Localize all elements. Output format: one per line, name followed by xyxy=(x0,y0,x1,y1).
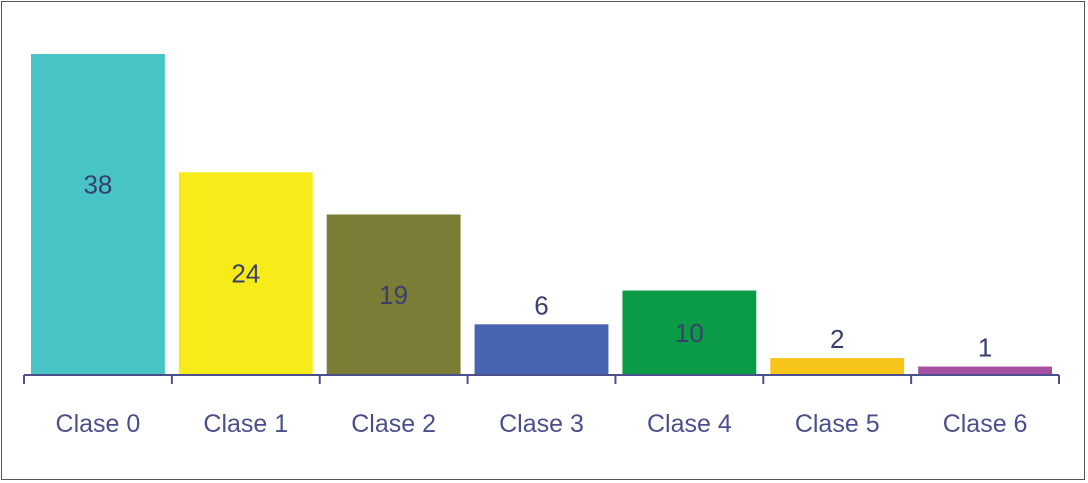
bar-0 xyxy=(31,54,165,375)
bar-3 xyxy=(474,324,609,375)
bar-4 xyxy=(622,290,757,375)
bars-group: 38 24 19 6 10 2 1 xyxy=(31,54,1052,375)
x-tick-label-6: Clase 6 xyxy=(943,410,1028,438)
value-label-0: 38 xyxy=(83,170,112,200)
x-axis: Clase 0 Clase 1 Clase 2 Clase 3 Clase 4 Clase… xyxy=(23,374,1060,438)
value-label-6: 1 xyxy=(978,333,992,363)
value-label-4: 10 xyxy=(675,318,704,348)
bar-2 xyxy=(326,214,461,375)
x-tick-label-4: Clase 4 xyxy=(647,410,732,438)
bar-6 xyxy=(918,366,1052,375)
x-tick-label-2: Clase 2 xyxy=(351,410,436,438)
bar-1 xyxy=(178,172,313,375)
x-tick-label-3: Clase 3 xyxy=(499,410,584,438)
x-tick-label-1: Clase 1 xyxy=(203,410,288,438)
bar-5 xyxy=(770,358,905,375)
value-label-3: 6 xyxy=(534,290,548,320)
value-label-5: 2 xyxy=(830,324,844,354)
x-tick-label-5: Clase 5 xyxy=(795,410,880,438)
x-tick-label-0: Clase 0 xyxy=(56,410,141,438)
value-label-2: 19 xyxy=(379,280,408,310)
value-label-1: 24 xyxy=(231,259,260,289)
